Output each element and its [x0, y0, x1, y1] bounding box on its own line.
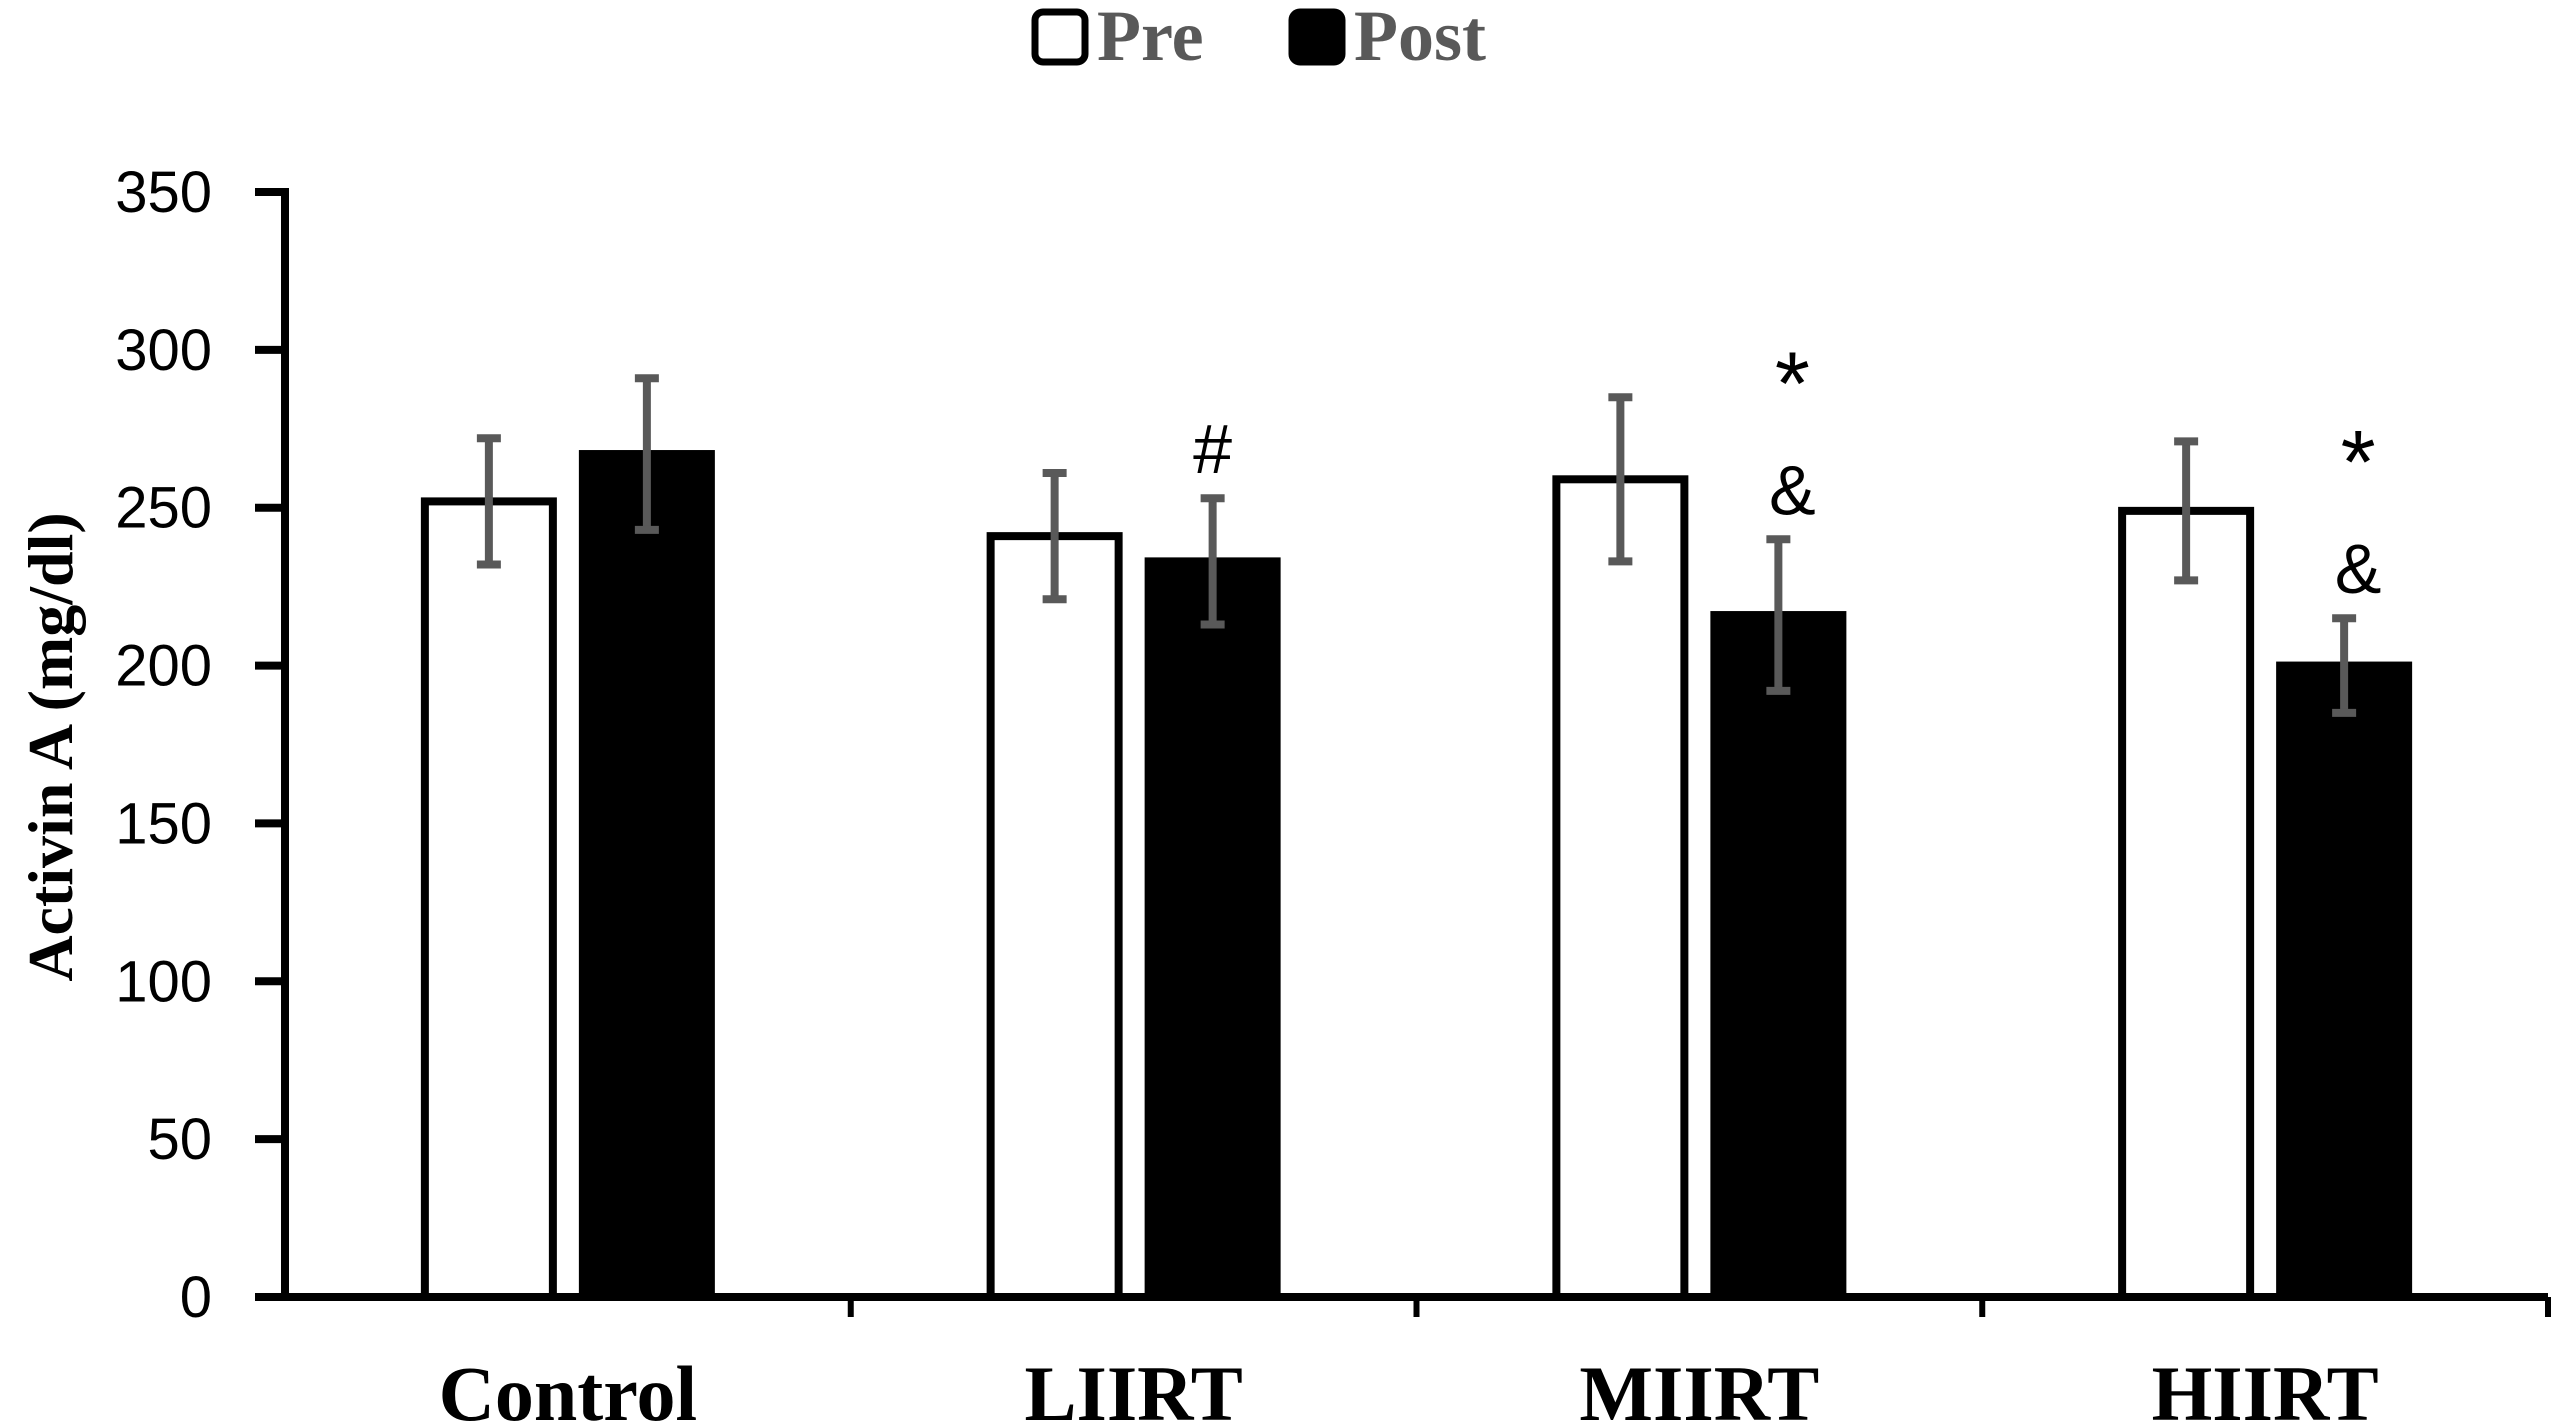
x-tick-label: MIIRT [1579, 1350, 1819, 1428]
bar-post-control [578, 450, 715, 1301]
y-tick-label: 200 [115, 634, 212, 699]
error-bars [476, 374, 2357, 717]
annotations: # * & * & [1193, 334, 2381, 608]
bar-post-miirt [1710, 611, 1847, 1301]
legend-swatch-pre [1031, 8, 1089, 66]
x-axis-ticks: Control LIIRT MIIRT HIIRT [439, 1297, 2551, 1428]
y-tick-label: 50 [147, 1107, 212, 1172]
annotation-miirt: * [1775, 334, 1810, 434]
x-tick-label: Control [439, 1350, 698, 1428]
bar-pre-liirt [986, 532, 1123, 1301]
y-tick-label: 100 [115, 949, 212, 1014]
y-tick-label: 350 [115, 160, 212, 225]
bar-pre-control [420, 497, 557, 1301]
legend-swatch-post [1288, 8, 1346, 66]
axes [255, 188, 2548, 1301]
legend-label-pre: Pre [1097, 0, 1204, 76]
bar-post-liirt [1144, 557, 1281, 1301]
annotation-miirt: & [1769, 451, 1816, 529]
annotation-hiirt: & [2335, 530, 2382, 608]
y-tick-label: 0 [180, 1265, 212, 1330]
bar-pre-miirt [1552, 475, 1689, 1301]
y-axis-label: Activin A (mg/dl) [15, 512, 86, 981]
bars [420, 450, 2413, 1302]
y-axis-ticks: 0 50 100 150 200 250 300 350 [115, 160, 285, 1330]
annotation-liirt: # [1193, 410, 1232, 488]
legend: Pre Post [1031, 0, 1486, 76]
x-tick-label: LIIRT [1024, 1350, 1242, 1428]
y-tick-label: 150 [115, 791, 212, 856]
bar-post-hiirt [2276, 661, 2413, 1301]
x-tick-label: HIIRT [2152, 1350, 2379, 1428]
annotation-hiirt: * [2341, 413, 2376, 513]
bar-pre-hiirt [2118, 506, 2255, 1302]
y-tick-label: 250 [115, 476, 212, 541]
legend-label-post: Post [1354, 0, 1486, 76]
y-tick-label: 300 [115, 318, 212, 383]
